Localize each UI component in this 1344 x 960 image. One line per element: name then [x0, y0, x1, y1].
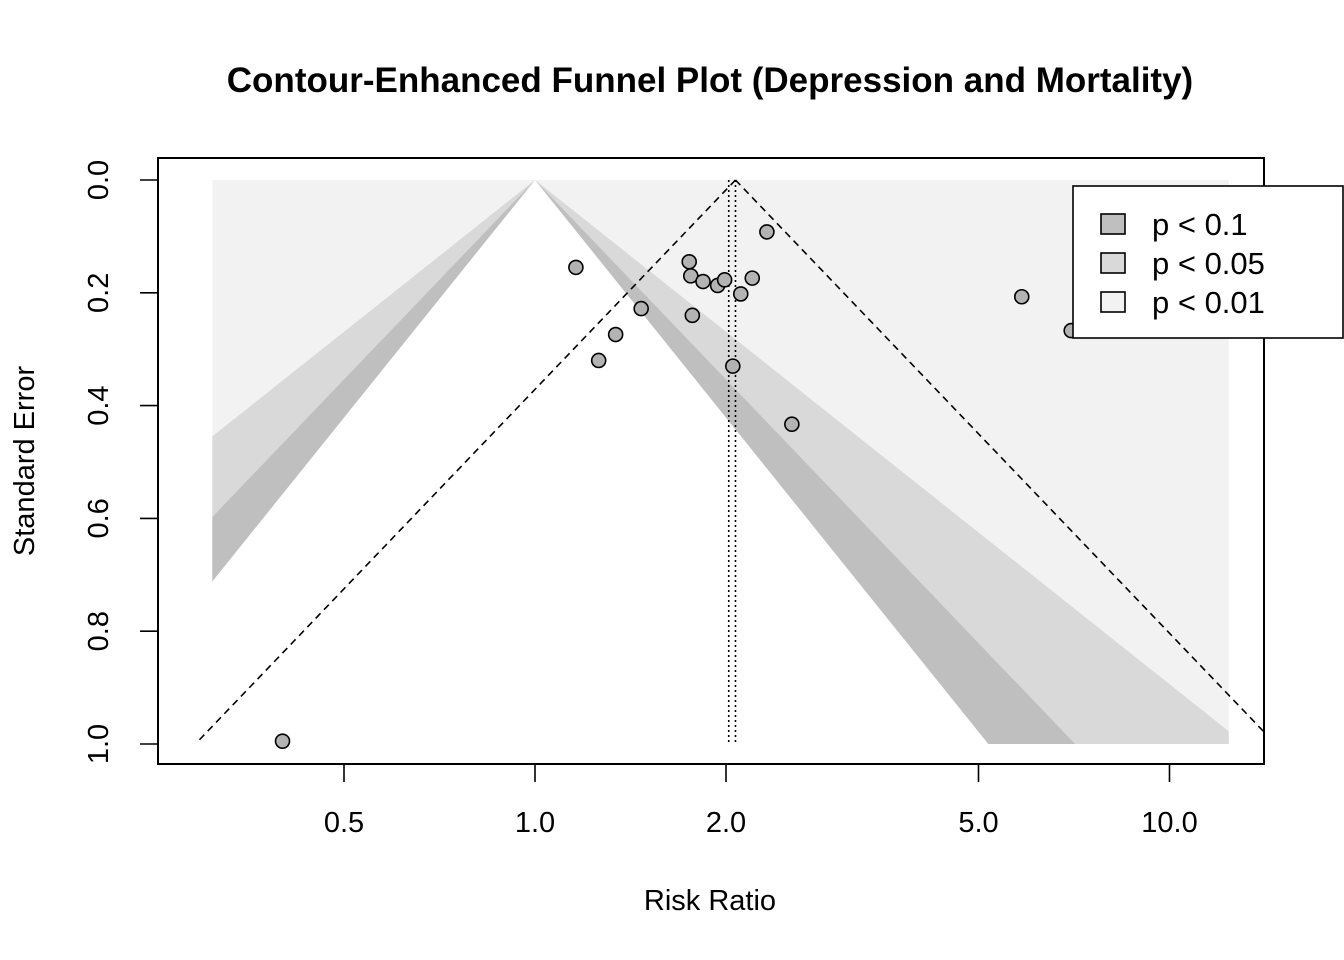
- study-point-3: [590, 352, 607, 369]
- y-tick-label-1: 0.2: [83, 273, 115, 313]
- legend-swatch-1: [1100, 252, 1126, 274]
- x-tick-label-1: 1.0: [515, 807, 555, 839]
- study-point-17: [1013, 288, 1030, 305]
- x-tick-label-0: 0.5: [324, 807, 364, 839]
- funnel-line-right: [734, 179, 1264, 734]
- x-tick-label-3: 5.0: [958, 807, 998, 839]
- study-point-5: [633, 300, 649, 317]
- study-point-4: [607, 326, 624, 343]
- x-axis-label: Risk Ratio: [644, 885, 776, 917]
- y-axis: 0.0 0.2 0.4 0.6 0.8 1.0: [83, 160, 159, 764]
- legend-swatch-0: [1100, 213, 1126, 235]
- chart-title: Contour-Enhanced Funnel Plot (Depression…: [227, 61, 1193, 100]
- x-axis: 0.5 1.0 2.0 5.0 10.0: [324, 763, 1198, 839]
- study-point-11: [716, 272, 733, 288]
- band-nonsignificant: [158, 180, 989, 744]
- study-point-13: [732, 286, 749, 302]
- x-tick-label-4: 10.0: [1141, 807, 1197, 839]
- y-tick-label-3: 0.6: [83, 498, 115, 538]
- plot-area: [158, 158, 1264, 764]
- study-point-2: [568, 259, 584, 276]
- study-point-14: [744, 270, 761, 286]
- x-tick-label-2: 2.0: [706, 807, 746, 839]
- legend-label-2: p < 0.01: [1152, 285, 1265, 320]
- y-tick-label-0: 0.0: [83, 160, 115, 200]
- y-tick-label-4: 0.8: [83, 611, 115, 651]
- study-point-9: [695, 273, 711, 290]
- study-point-15: [759, 224, 775, 240]
- funnel-lines: [197, 179, 1264, 744]
- y-axis-label: Standard Error: [9, 366, 41, 557]
- legend-label-1: p < 0.05: [1152, 246, 1265, 281]
- study-point-6: [681, 253, 698, 270]
- y-tick-label-2: 0.4: [83, 385, 115, 425]
- legend-swatch-2: [1100, 291, 1126, 313]
- funnel-line-left: [197, 179, 737, 742]
- study-points: [274, 224, 1080, 749]
- y-tick-label-5: 1.0: [83, 724, 115, 764]
- legend-label-0: p < 0.1: [1152, 207, 1248, 242]
- study-point-16: [784, 416, 800, 433]
- study-point-1: [274, 733, 291, 749]
- study-point-12: [725, 358, 741, 374]
- legend: p < 0.1 p < 0.05 p < 0.01: [1072, 185, 1344, 339]
- band-mask-left: [158, 158, 213, 764]
- study-point-8: [684, 307, 701, 324]
